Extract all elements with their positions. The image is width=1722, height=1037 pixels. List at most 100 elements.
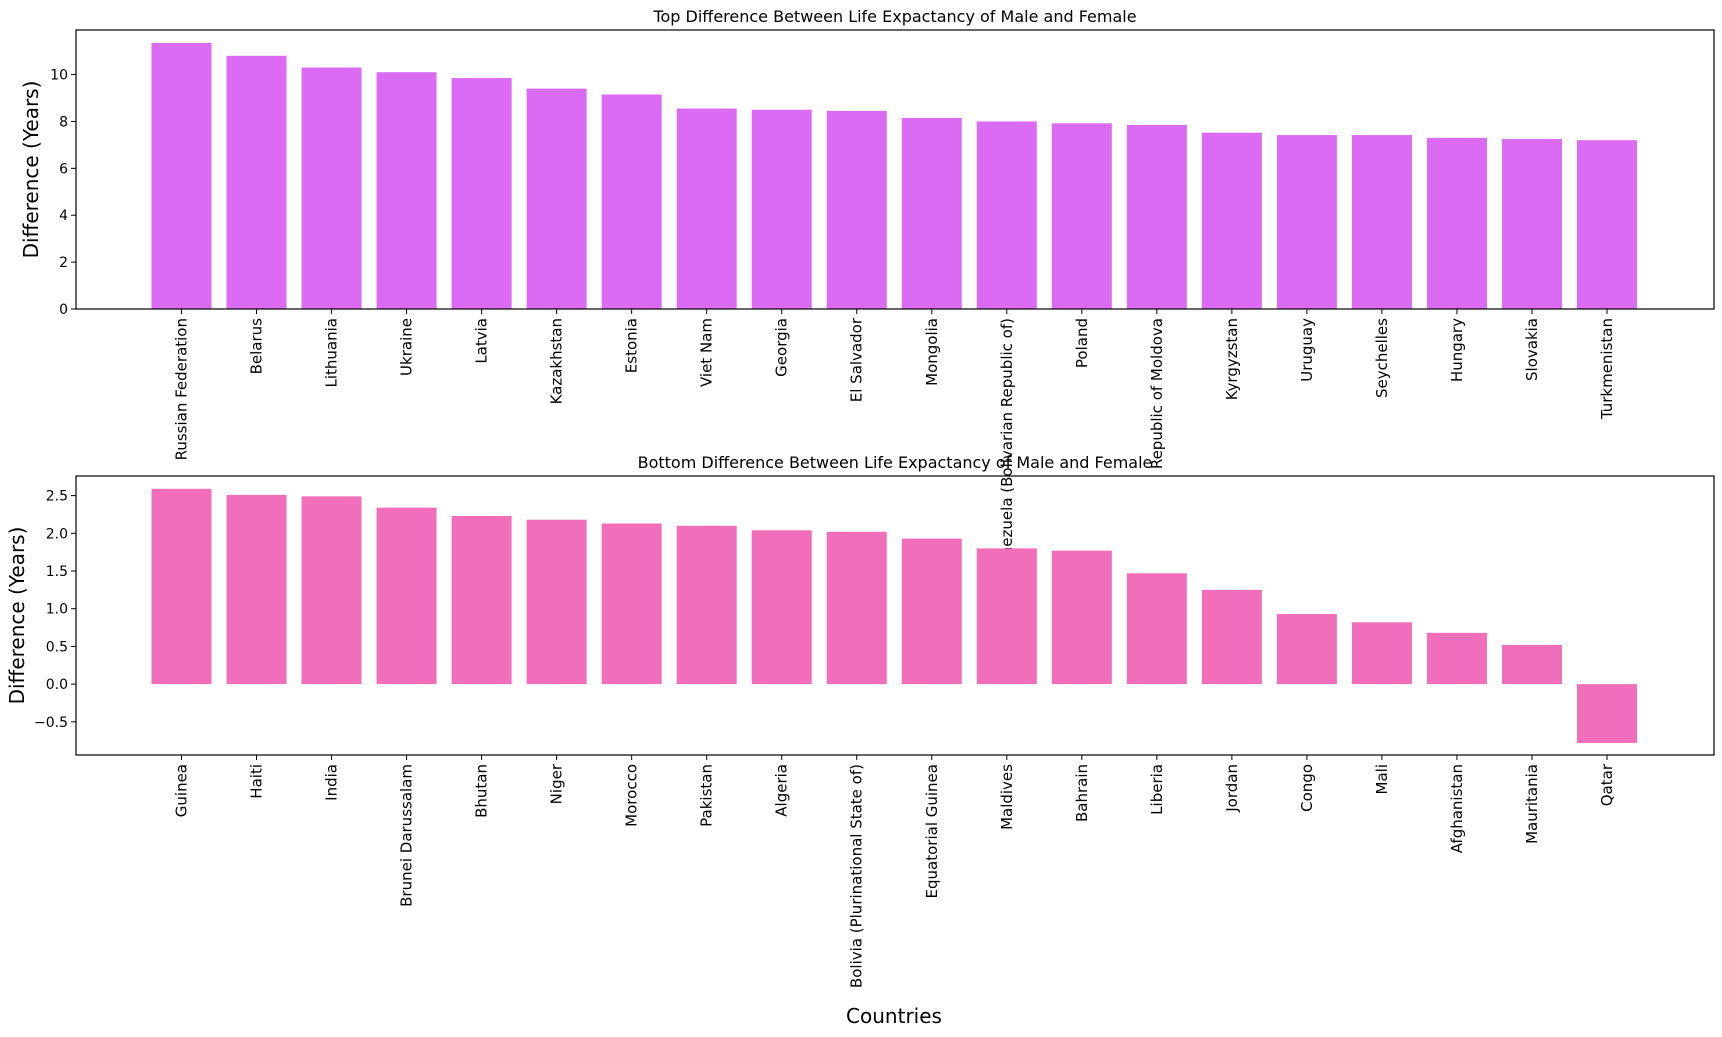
top-xtick-label-18: Slovakia xyxy=(1523,318,1541,381)
bottom-bar-0 xyxy=(151,488,212,685)
top-xtick-label-14: Kyrgyzstan xyxy=(1223,318,1241,400)
top-xtick-label-3: Ukraine xyxy=(398,318,416,376)
top-xtick-label-9: El Salvador xyxy=(848,317,866,402)
bottom-bar-2 xyxy=(301,496,362,685)
bottom-chart-title: Bottom Difference Between Life Expactanc… xyxy=(638,453,1153,472)
top-xtick-label-0: Russian Federation xyxy=(173,318,191,460)
bottom-xtick-label-5: Niger xyxy=(548,763,566,804)
top-ytick-label-1: 2 xyxy=(59,255,68,271)
bottom-xtick-label-4: Bhutan xyxy=(473,764,491,818)
bottom-chart-panel: Bottom Difference Between Life Expactanc… xyxy=(5,453,1715,988)
bottom-xtick-label-3: Brunei Darussalam xyxy=(398,764,416,907)
top-bar-9 xyxy=(826,110,887,309)
bottom-bar-8 xyxy=(751,530,812,685)
top-y-axis-label: Difference (Years) xyxy=(19,81,43,259)
top-ytick-label-4: 8 xyxy=(59,114,68,130)
top-bar-14 xyxy=(1201,132,1262,309)
top-xtick-label-16: Seychelles xyxy=(1373,318,1391,398)
top-xtick-label-4: Latvia xyxy=(473,318,491,364)
bottom-bar-6 xyxy=(601,523,662,685)
bottom-xtick-label-0: Guinea xyxy=(173,764,191,817)
bottom-ytick-label-5: 2.0 xyxy=(46,526,68,542)
bottom-axes-frame xyxy=(75,475,1715,756)
top-xtick-label-8: Georgia xyxy=(773,318,791,377)
bottom-ytick-label-0: −0.5 xyxy=(34,715,68,731)
top-chart-panel: Top Difference Between Life Expactancy o… xyxy=(19,7,1715,575)
bottom-xtick-label-6: Morocco xyxy=(623,764,641,827)
top-bar-6 xyxy=(601,94,662,309)
bottom-ytick-label-1: 0.0 xyxy=(46,677,68,693)
top-xtick-label-19: Turkmenistan xyxy=(1598,318,1616,420)
top-ytick-label-5: 10 xyxy=(50,68,68,84)
top-xtick-label-1: Belarus xyxy=(248,318,266,375)
bottom-bar-19 xyxy=(1577,684,1637,743)
bottom-xtick-label-8: Algeria xyxy=(773,764,791,817)
top-bar-10 xyxy=(901,117,962,309)
bottom-xtick-label-18: Mauritania xyxy=(1523,764,1541,844)
bottom-bar-17 xyxy=(1426,632,1487,685)
figure-x-axis-label: Countries xyxy=(846,1004,942,1028)
bottom-xtick-label-10: Equatorial Guinea xyxy=(923,764,941,898)
top-ytick-label-3: 6 xyxy=(59,161,68,177)
top-chart-title: Top Difference Between Life Expactancy o… xyxy=(652,7,1136,26)
top-bar-19 xyxy=(1577,140,1637,309)
bottom-xtick-label-16: Mali xyxy=(1373,764,1391,794)
bottom-bar-9 xyxy=(826,531,887,685)
top-bar-0 xyxy=(151,42,212,309)
bottom-ytick-label-2: 0.5 xyxy=(46,639,68,655)
top-xtick-label-6: Estonia xyxy=(623,318,641,373)
bottom-bar-15 xyxy=(1276,613,1337,685)
top-bar-5 xyxy=(526,88,587,309)
top-bar-13 xyxy=(1126,124,1187,309)
bottom-bar-7 xyxy=(676,525,737,685)
bottom-bar-5 xyxy=(526,519,587,685)
top-ytick-label-2: 4 xyxy=(59,208,68,224)
top-xtick-label-5: Kazakhstan xyxy=(548,318,566,404)
bottom-ytick-label-3: 1.0 xyxy=(46,602,68,618)
bottom-xtick-label-2: India xyxy=(323,764,341,801)
bottom-bar-10 xyxy=(901,538,962,685)
top-ytick-label-0: 0 xyxy=(59,302,68,318)
top-xtick-label-13: Republic of Moldova xyxy=(1148,318,1166,469)
top-bar-4 xyxy=(451,78,512,310)
bottom-bar-16 xyxy=(1351,622,1412,685)
top-xtick-label-10: Mongolia xyxy=(923,318,941,386)
bottom-y-axis-label: Difference (Years) xyxy=(5,527,29,705)
bottom-ytick-label-4: 1.5 xyxy=(46,564,68,580)
top-xtick-label-15: Uruguay xyxy=(1298,318,1316,382)
bottom-bar-14 xyxy=(1201,589,1262,685)
bottom-bar-13 xyxy=(1126,573,1187,685)
top-bar-11 xyxy=(976,121,1037,309)
bottom-xtick-label-17: Afghanistan xyxy=(1448,764,1466,853)
top-bar-2 xyxy=(301,67,362,309)
top-bar-16 xyxy=(1351,135,1412,309)
bottom-xtick-label-12: Bahrain xyxy=(1073,764,1091,822)
top-bar-12 xyxy=(1051,123,1112,309)
top-xtick-label-2: Lithuania xyxy=(323,318,341,387)
bottom-xtick-label-7: Pakistan xyxy=(698,764,716,827)
top-bar-15 xyxy=(1276,135,1337,309)
bottom-xtick-label-1: Haiti xyxy=(248,764,266,799)
bottom-bar-3 xyxy=(376,507,437,685)
bottom-xtick-label-11: Maldives xyxy=(998,764,1016,830)
bottom-xtick-label-14: Jordan xyxy=(1223,764,1241,813)
top-bar-3 xyxy=(376,72,437,309)
bottom-xtick-label-15: Congo xyxy=(1298,764,1316,812)
bottom-bar-1 xyxy=(226,494,287,685)
top-xtick-label-7: Viet Nam xyxy=(698,318,716,387)
bottom-xtick-label-19: Qatar xyxy=(1598,763,1616,806)
top-xtick-label-11: Venezuela (Bolivarian Republic of) xyxy=(998,318,1016,575)
bottom-bar-18 xyxy=(1501,644,1562,685)
bottom-bar-4 xyxy=(451,515,512,685)
bottom-xtick-label-13: Liberia xyxy=(1148,764,1166,815)
bottom-xtick-label-9: Bolivia (Plurinational State of) xyxy=(848,764,866,988)
top-xtick-label-17: Hungary xyxy=(1448,318,1466,382)
top-bar-8 xyxy=(751,109,812,309)
top-xtick-label-12: Poland xyxy=(1073,318,1091,368)
top-bar-18 xyxy=(1501,139,1562,309)
bottom-ytick-label-6: 2.5 xyxy=(46,489,68,505)
bottom-bar-12 xyxy=(1051,550,1112,685)
top-axes-frame xyxy=(75,29,1715,310)
top-bar-1 xyxy=(226,55,287,309)
